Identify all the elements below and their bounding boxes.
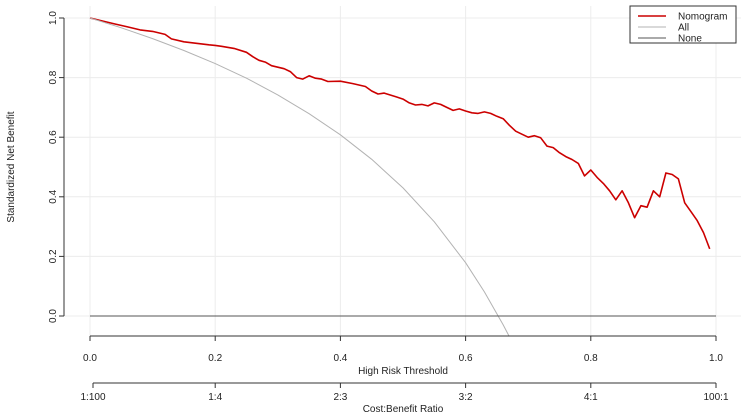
x-axis-label: High Risk Threshold	[358, 366, 448, 377]
y-axis-label: Standardized Net Benefit	[6, 111, 17, 222]
x-tick-label: 0.8	[584, 353, 598, 364]
legend-label-nomogram: Nomogram	[678, 12, 727, 23]
y-tick-label: 0.6	[48, 130, 59, 144]
x-tick-label: 0.0	[83, 353, 97, 364]
x-tick-label: 0.6	[459, 353, 473, 364]
series-line-nomogram	[89, 17, 711, 250]
grid	[64, 6, 741, 336]
legend-label-all: All	[678, 23, 689, 34]
axes-layer: 0.0 0.2 0.4 0.6 0.8 1.0 0.0 0.2 0.4 0.6 0.8 1.0 1:10…	[48, 11, 729, 403]
secondary-tick-label: 1:100	[80, 392, 105, 403]
series-layer	[89, 17, 716, 336]
x-tick-label: 0.4	[333, 353, 347, 364]
secondary-tick-label: 3:2	[459, 392, 473, 403]
y-tick-label: 0.8	[48, 70, 59, 84]
y-tick-label: 0.0	[48, 309, 59, 323]
x-tick-label: 0.2	[208, 353, 222, 364]
series-line-all	[89, 17, 510, 336]
secondary-tick-label: 4:1	[584, 392, 598, 403]
secondary-tick-label: 2:3	[333, 392, 347, 403]
legend-box	[629, 5, 737, 44]
x-tick-label: 1.0	[709, 353, 723, 364]
secondary-tick-label: 100:1	[703, 392, 728, 403]
y-tick-label: 1.0	[48, 11, 59, 25]
legend-label-none: None	[678, 34, 702, 45]
y-tick-label: 0.2	[48, 249, 59, 263]
y-tick-label: 0.4	[48, 189, 59, 203]
secondary-axis-label: Cost:Benefit Ratio	[363, 404, 444, 415]
secondary-tick-label: 1:4	[208, 392, 222, 403]
